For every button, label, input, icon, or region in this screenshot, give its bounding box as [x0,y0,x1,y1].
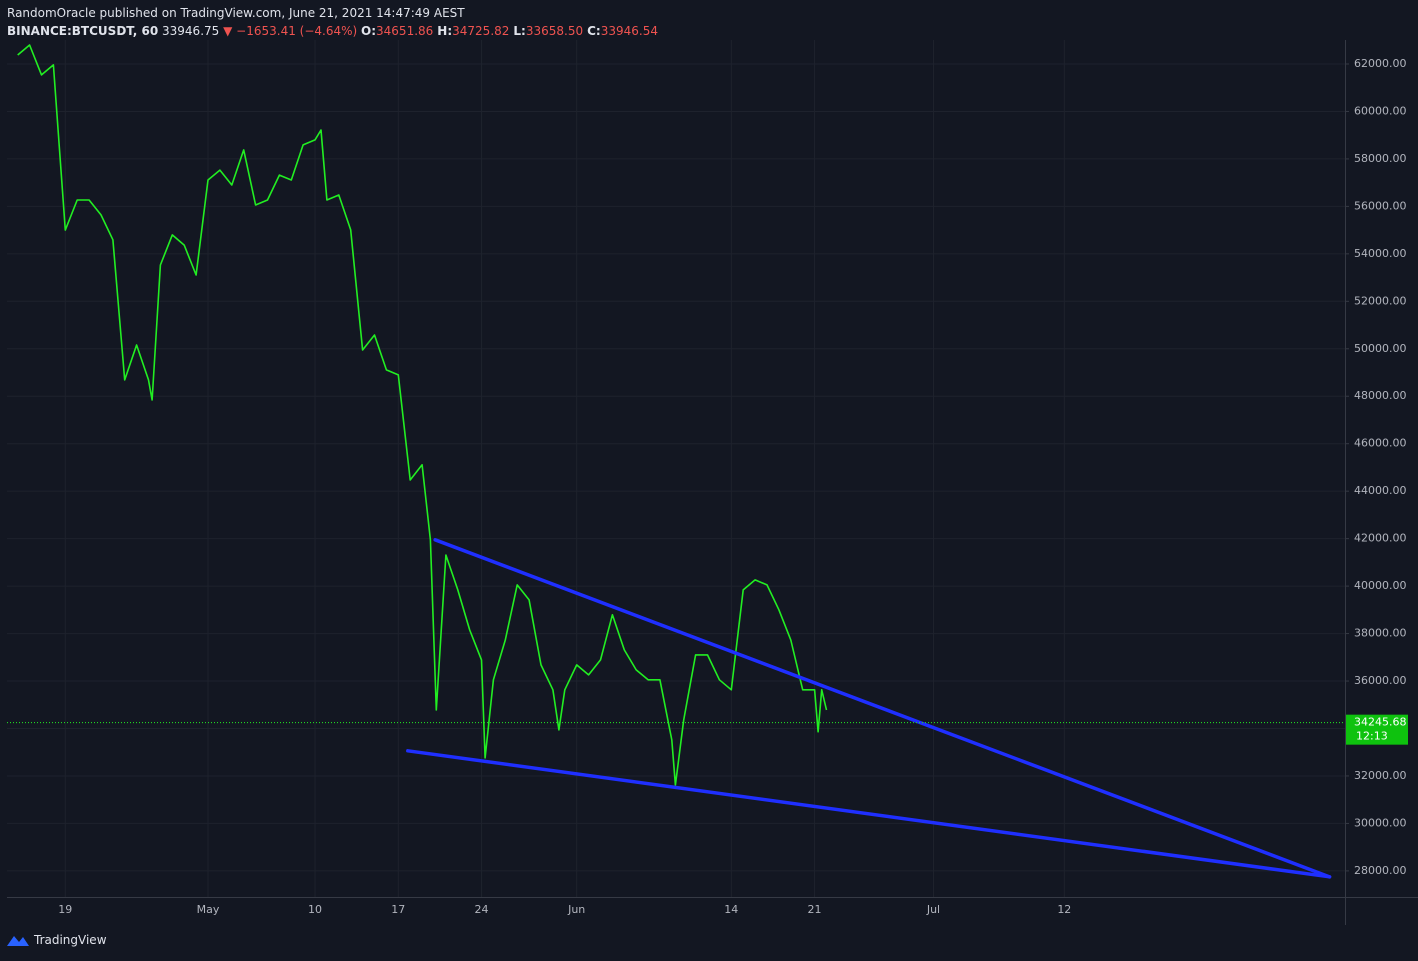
ohlc: O:34651.86 H:34725.82 L:33658.50 C:33946.54 [361,24,662,38]
ohlc-value: 34651.86 [376,24,434,38]
x-tick-label: Jul [926,903,940,916]
y-tick-label: 54000.00 [1354,247,1407,260]
price-line [17,44,828,786]
ohlc-label: O: [361,24,377,38]
x-tick-label: Jun [567,903,585,916]
x-tick-label: 14 [724,903,738,916]
marks [7,44,1345,879]
y-tick-label: 42000.00 [1354,532,1407,545]
y-tick-label: 28000.00 [1354,864,1407,877]
x-tick-label: 24 [475,903,489,916]
trendline [433,538,1332,879]
ohlc-label: C: [587,24,601,38]
y-tick-label: 36000.00 [1354,674,1407,687]
y-tick-label: 56000.00 [1354,199,1407,212]
y-tick-label: 38000.00 [1354,627,1407,640]
y-tick-label: 62000.00 [1354,57,1407,70]
ohlc-value: 33946.54 [600,24,658,38]
y-tick-label: 46000.00 [1354,437,1407,450]
countdown-label: 12:13 [1356,730,1388,743]
trendline [406,749,1332,879]
footer[interactable]: TradingView [6,932,107,948]
y-tick-label: 30000.00 [1354,816,1407,829]
arrow: ▼ [223,24,233,38]
x-tick-label: 21 [808,903,822,916]
ohlc-value: 34725.82 [452,24,510,38]
logo [7,936,29,946]
symbol: BINANCE:BTCUSDT, 60 [7,24,159,38]
author-line: RandomOracle published on TradingView.co… [7,6,465,20]
symbol-line: BINANCE:BTCUSDT, 60 33946.75 ▼ −1653.41 … [7,22,662,40]
x-tick-label: May [197,903,220,916]
last-price-label: 34245.68 [1354,716,1407,729]
x-tick-label: 10 [308,903,322,916]
y-tick-label: 60000.00 [1354,104,1407,117]
y-tick-label: 32000.00 [1354,769,1407,782]
ohlc-label: L: [513,24,526,38]
brand: TradingView [34,933,107,947]
ohlc-label: H: [437,24,453,38]
header: RandomOracle published on TradingView.co… [7,4,662,40]
x-tick-label: 19 [58,903,72,916]
last-price-box [1346,714,1408,745]
y-tick-label: 52000.00 [1354,294,1407,307]
last: 33946.75 [162,24,220,38]
y-tick-label: 48000.00 [1354,389,1407,402]
y-tick-label: 50000.00 [1354,342,1407,355]
ohlc-value: 33658.50 [525,24,584,38]
x-tick-label: 12 [1057,903,1071,916]
change: −1653.41 (−4.64%) [236,24,358,38]
y-tick-label: 44000.00 [1354,484,1407,497]
x-tick-label: 17 [391,903,405,916]
y-tick-label: 58000.00 [1354,152,1407,165]
grid [7,40,1345,897]
y-tick-label: 40000.00 [1354,579,1407,592]
